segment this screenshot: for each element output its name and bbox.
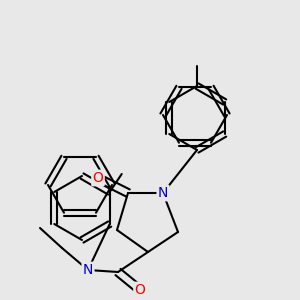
Text: O: O [93, 171, 104, 185]
Text: N: N [158, 186, 168, 200]
Text: O: O [135, 283, 146, 297]
Text: N: N [83, 263, 93, 277]
